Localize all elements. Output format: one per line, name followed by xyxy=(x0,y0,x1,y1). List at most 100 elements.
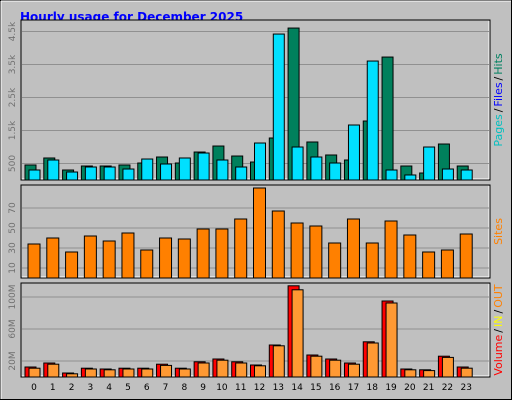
x-tick-label: 17 xyxy=(348,383,359,393)
bar xyxy=(84,368,97,378)
bar xyxy=(47,159,60,181)
bar xyxy=(291,146,304,181)
legend: Volume/IN/OUT xyxy=(492,284,505,376)
y-tick-label: 10 xyxy=(8,262,18,274)
bar xyxy=(197,152,210,181)
bar xyxy=(423,370,436,378)
x-tick-label: 10 xyxy=(216,383,228,393)
bar xyxy=(365,242,379,279)
legend-separator: / xyxy=(492,108,505,112)
y-tick-label: 50 xyxy=(8,222,18,234)
bar xyxy=(47,363,60,378)
x-tick-label: 23 xyxy=(460,383,471,393)
legend-entry: Sites xyxy=(492,218,505,245)
legend-separator: / xyxy=(492,76,505,80)
legend: Pages/Files/Hits xyxy=(492,53,505,147)
x-tick-label: 6 xyxy=(144,383,150,393)
bar xyxy=(28,169,41,181)
legend: Sites xyxy=(492,218,505,245)
bar xyxy=(121,232,135,279)
bar xyxy=(310,156,323,181)
legend-entry: IN xyxy=(492,316,505,327)
bar xyxy=(310,355,323,378)
bar xyxy=(346,218,360,279)
y-tick-label: 100M xyxy=(8,285,18,310)
bar xyxy=(178,368,191,378)
bar xyxy=(422,251,436,279)
bar xyxy=(66,171,79,181)
x-tick-label: 7 xyxy=(163,383,169,393)
y-tick-label: 70 xyxy=(8,202,18,214)
bar xyxy=(66,373,79,378)
bar xyxy=(102,240,116,279)
bar xyxy=(347,124,360,181)
x-tick-label: 4 xyxy=(106,383,112,393)
bar xyxy=(329,359,342,378)
bar xyxy=(234,218,248,279)
bar xyxy=(441,168,454,181)
bar xyxy=(309,225,323,279)
y-tick-label: 2.5k xyxy=(8,87,18,107)
bar xyxy=(381,56,394,181)
bar xyxy=(460,169,473,181)
x-tick-label: 8 xyxy=(181,383,187,393)
x-tick-label: 11 xyxy=(235,383,246,393)
legend-entry: Volume xyxy=(492,334,505,375)
x-tick-label: 9 xyxy=(200,383,206,393)
bar xyxy=(178,157,191,181)
bar xyxy=(403,234,417,279)
bar xyxy=(216,359,229,378)
bar xyxy=(366,60,379,181)
bar xyxy=(65,251,79,279)
bar xyxy=(460,367,473,378)
x-tick-label: 12 xyxy=(254,383,265,393)
bar xyxy=(160,163,173,181)
bar xyxy=(28,367,41,378)
x-tick-label: 0 xyxy=(31,383,37,393)
bar xyxy=(385,169,398,181)
bar xyxy=(271,210,285,279)
x-tick-label: 1 xyxy=(50,383,56,393)
x-tick-label: 19 xyxy=(385,383,397,393)
bar xyxy=(384,220,398,279)
bar xyxy=(291,289,304,378)
bar xyxy=(27,243,41,279)
bar xyxy=(197,362,210,378)
bar xyxy=(423,146,436,181)
bar xyxy=(235,362,248,378)
x-tick-label: 15 xyxy=(310,383,321,393)
y-tick-label: 20M xyxy=(8,351,18,370)
bar xyxy=(254,365,266,378)
bar xyxy=(196,228,210,279)
y-tick-label: 60M xyxy=(8,319,18,338)
bar xyxy=(441,356,454,378)
bar xyxy=(46,237,60,279)
bar xyxy=(122,168,135,181)
bar xyxy=(290,222,304,279)
bar xyxy=(329,162,342,181)
bar xyxy=(328,242,342,279)
bar xyxy=(459,233,473,279)
bar xyxy=(272,33,285,181)
bar xyxy=(83,235,97,279)
bar xyxy=(254,142,266,181)
x-tick-label: 14 xyxy=(291,383,303,393)
bar xyxy=(103,369,116,378)
bar xyxy=(347,363,360,378)
bar xyxy=(272,345,285,378)
bar xyxy=(216,159,229,181)
bar xyxy=(160,364,173,378)
legend-entry: Hits xyxy=(492,53,505,75)
bar xyxy=(385,302,398,378)
bar xyxy=(404,369,417,378)
x-tick-label: 22 xyxy=(442,383,453,393)
legend-entry: Pages xyxy=(492,114,505,147)
bar xyxy=(103,166,116,181)
legend-separator: / xyxy=(492,329,505,333)
x-tick-label: 3 xyxy=(88,383,94,393)
y-tick-label: 500 xyxy=(8,155,18,172)
bar xyxy=(122,368,135,378)
bar xyxy=(253,187,266,279)
x-tick-label: 5 xyxy=(125,383,131,393)
